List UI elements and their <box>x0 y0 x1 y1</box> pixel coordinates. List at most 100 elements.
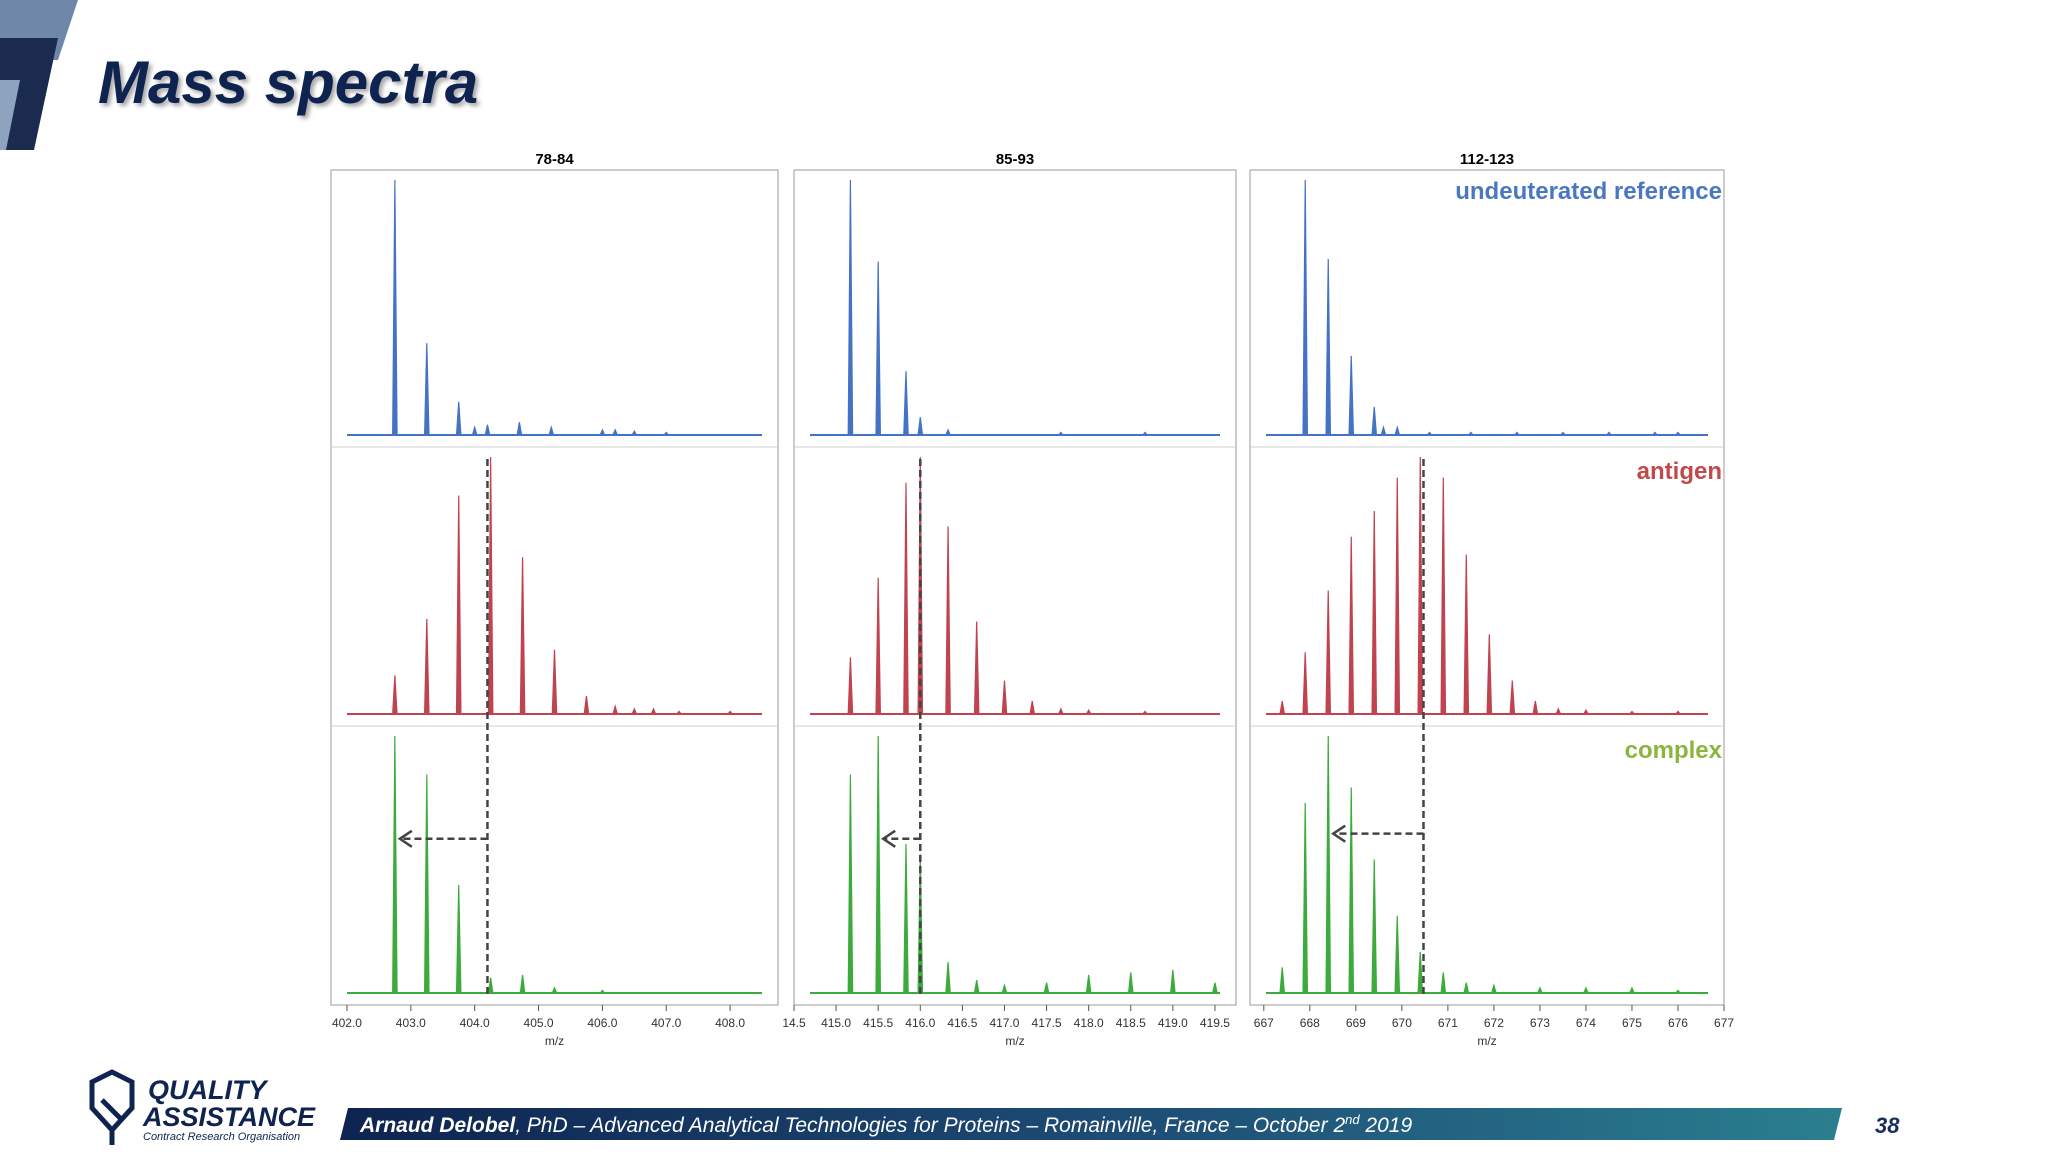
logo-text-assistance: ASSISTANCE <box>143 1102 316 1132</box>
x-tick-label: 419.0 <box>1158 1016 1188 1030</box>
spectrum-peak <box>875 261 881 436</box>
spectrum-peak <box>1302 179 1309 436</box>
spectrum-peak <box>1425 431 1433 436</box>
x-tick-label: 417.0 <box>989 1016 1019 1030</box>
spectrum-peak <box>1582 986 1590 994</box>
row-label: complex <box>1625 737 1723 764</box>
spectrum-peak <box>1302 652 1309 715</box>
spectrum-peak <box>1085 708 1092 715</box>
spectrum-peak <box>471 425 478 436</box>
x-tick-label: 14.5 <box>782 1016 806 1030</box>
row-label: undeuterated reference <box>1455 178 1722 205</box>
spectrum-peak <box>1057 431 1065 436</box>
spectrum-peak <box>1169 969 1176 994</box>
x-tick-label: 672 <box>1484 1016 1504 1030</box>
spectrum-peak <box>1371 406 1378 436</box>
spectrum-peak <box>1348 355 1355 436</box>
spectrum-peak <box>1141 710 1149 715</box>
footer-detail: , PhD – Advanced Analytical Technologies… <box>515 1114 1346 1137</box>
spectrum-peak <box>1513 431 1521 436</box>
spectrum-peak <box>1394 425 1401 436</box>
spectrum-peak <box>1141 431 1149 436</box>
shift-arrow-head <box>880 829 896 848</box>
x-tick-label: 417.5 <box>1032 1016 1062 1030</box>
spectrum-peak <box>917 417 924 436</box>
spectrum-peak <box>875 735 881 994</box>
panel-title: 85-93 <box>996 151 1034 168</box>
x-tick-label: 408.0 <box>715 1016 745 1030</box>
x-tick-label: 668 <box>1300 1016 1320 1030</box>
x-tick-label: 402.0 <box>332 1016 362 1030</box>
x-tick-label: 670 <box>1392 1016 1412 1030</box>
spectrum-peak <box>1440 477 1447 715</box>
spectrum-peak <box>973 621 980 715</box>
panel-frame <box>330 169 779 1006</box>
spectrum-peak <box>551 649 558 715</box>
spectrum-peak <box>631 707 638 715</box>
spectrum-peak <box>423 774 430 994</box>
spectrum-peak <box>1463 982 1470 994</box>
spectrum-peak <box>1555 707 1562 715</box>
spectrum-peak <box>1325 259 1332 436</box>
spectrum-peak <box>1467 431 1475 436</box>
spectrum-peak <box>650 707 657 715</box>
spectrum-peak <box>945 962 951 994</box>
panel-frame <box>1249 169 1725 1006</box>
spectrum-peak <box>945 526 951 715</box>
spectrum-peak <box>1043 982 1050 994</box>
spectrum-peak <box>455 885 462 994</box>
spectrum-peak <box>1394 477 1401 715</box>
spectrum-peak <box>1279 701 1286 715</box>
spectrum-peak <box>519 974 526 994</box>
spectrum-peak <box>1417 951 1424 994</box>
spectrum-peak <box>847 179 854 436</box>
x-tick-label: 405.0 <box>524 1016 554 1030</box>
spectrum-peak <box>1394 915 1401 994</box>
spectrum-peak <box>1029 701 1036 715</box>
spectrum-peak <box>1325 735 1332 994</box>
x-tick-label: 677 <box>1714 1016 1734 1030</box>
spectrum-peak <box>1463 554 1470 715</box>
x-tick-label: 674 <box>1576 1016 1596 1030</box>
spectrum-peak <box>487 456 494 715</box>
spectrum-peak <box>1279 967 1286 994</box>
shift-arrow-head <box>397 829 413 848</box>
spectrum-peak <box>1486 634 1493 715</box>
spectrum-peak <box>675 710 683 715</box>
spectrum-peak <box>1001 983 1008 994</box>
footer-author: Arnaud Delobel <box>360 1114 516 1137</box>
x-tick-label: 675 <box>1622 1016 1642 1030</box>
spectrum-peak <box>1302 802 1309 994</box>
footer-text: Arnaud Delobel, PhD – Advanced Analytica… <box>360 1112 1412 1138</box>
x-tick-label: 667 <box>1254 1016 1274 1030</box>
spectrum-peak <box>1001 680 1008 715</box>
spectrum-peak <box>598 989 606 994</box>
x-axis-label: m/z <box>1477 1034 1496 1048</box>
x-tick-label: 671 <box>1438 1016 1458 1030</box>
spectrum-peak <box>484 424 491 436</box>
mass-spectra-chart: 78-84 402.0 403.0 404.0 405.0 406.0 407.0 408.0… <box>330 151 1734 1048</box>
spectrum-peak <box>1674 989 1682 994</box>
x-tick-label: 419.5 <box>1200 1016 1230 1030</box>
spectrum-peak <box>1628 986 1636 994</box>
shift-arrow-head <box>1330 824 1346 843</box>
spectrum-peak <box>455 495 462 715</box>
spectrum-peak <box>1536 986 1544 994</box>
x-tick-label: 416.0 <box>905 1016 935 1030</box>
spectrum-peak <box>1674 431 1682 436</box>
spectrum-peak <box>875 577 882 715</box>
spectrum-peak <box>455 401 462 436</box>
footer-band <box>340 1108 1842 1140</box>
spectrum-peak <box>903 843 909 994</box>
spectrum-peak <box>392 735 398 994</box>
spectrum-peak <box>944 428 952 436</box>
spectrum-peak <box>423 343 430 436</box>
spectrum-peak <box>903 371 909 436</box>
spectrum-peak <box>612 704 619 715</box>
spectrum-peak <box>1371 510 1378 715</box>
spectrum-peak <box>487 977 494 994</box>
x-tick-label: 418.0 <box>1074 1016 1104 1030</box>
spectrum-peak <box>1057 707 1064 715</box>
spectrum-peak <box>392 179 398 436</box>
